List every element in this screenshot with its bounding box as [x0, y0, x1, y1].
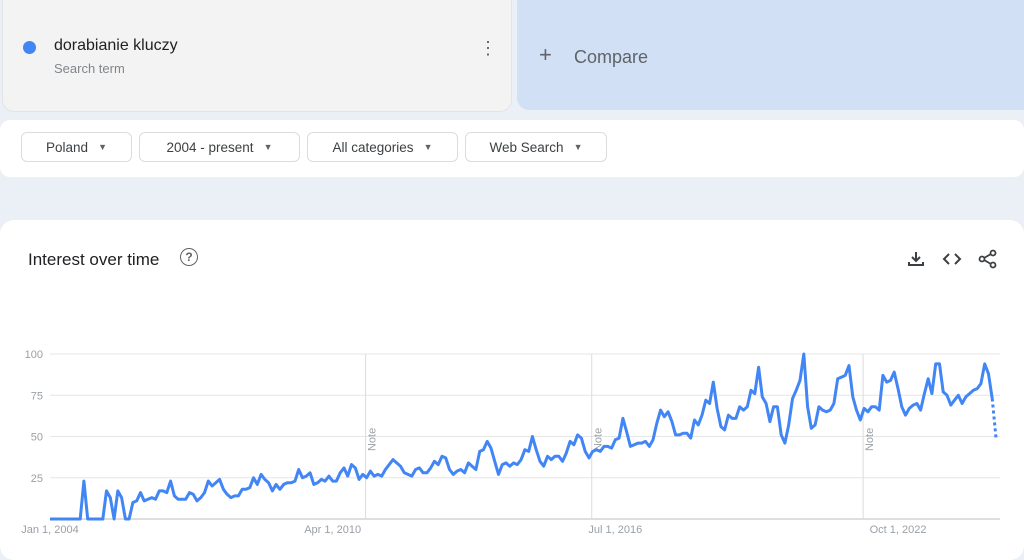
panel-title: Interest over time: [28, 250, 160, 269]
y-tick-label: 25: [31, 473, 43, 485]
y-tick-label: 50: [31, 432, 43, 444]
interest-chart: 100 75 50 25 Jan 1, 2004 Apr 1, 2010 Jul 1, 2…: [21, 349, 1000, 536]
compare-label: Compare: [574, 47, 649, 67]
search-type-label: Web Search: [489, 139, 564, 155]
help-icon[interactable]: ?: [180, 248, 198, 266]
y-tick-label: 75: [31, 390, 43, 402]
dropdown-arrow-icon: ▼: [98, 142, 107, 152]
search-term-type: Search term: [54, 61, 125, 76]
x-tick-label: Oct 1, 2022: [870, 524, 927, 536]
note-label: Note: [367, 428, 379, 451]
partial-data-segment: [990, 398, 998, 439]
dropdown-arrow-icon: ▼: [573, 142, 583, 152]
compare-button[interactable]: + Compare: [517, 0, 1024, 110]
plus-icon: +: [539, 42, 552, 67]
embed-code-icon[interactable]: [941, 248, 963, 270]
filter-bar: Poland ▼ 2004 - present ▼ All categories ▼ …: [0, 120, 1024, 177]
x-tick-label: Jan 1, 2004: [21, 524, 79, 536]
download-icon[interactable]: [905, 248, 927, 270]
note-label: Note: [593, 428, 605, 451]
series-line: [50, 352, 994, 521]
y-tick-label: 100: [25, 349, 43, 361]
dropdown-arrow-icon: ▼: [263, 142, 273, 152]
dropdown-arrow-icon: ▼: [423, 142, 433, 152]
x-tick-label: Apr 1, 2010: [304, 524, 361, 536]
category-dropdown[interactable]: All categories ▼: [307, 132, 458, 162]
search-type-dropdown[interactable]: Web Search ▼: [465, 132, 607, 162]
time-range-label: 2004 - present: [166, 139, 254, 155]
share-icon[interactable]: [977, 248, 999, 270]
region-dropdown[interactable]: Poland ▼: [21, 132, 132, 162]
series-color-dot: [23, 41, 36, 54]
search-term-label: dorabianie kluczy: [54, 37, 178, 54]
search-term-card[interactable]: dorabianie kluczy Search term ⋮: [2, 0, 512, 112]
region-label: Poland: [46, 139, 89, 155]
time-range-dropdown[interactable]: 2004 - present ▼: [139, 132, 300, 162]
category-label: All categories: [332, 139, 414, 155]
more-options-icon[interactable]: ⋮: [479, 38, 497, 58]
note-label: Note: [864, 428, 876, 451]
x-tick-label: Jul 1, 2016: [588, 524, 642, 536]
